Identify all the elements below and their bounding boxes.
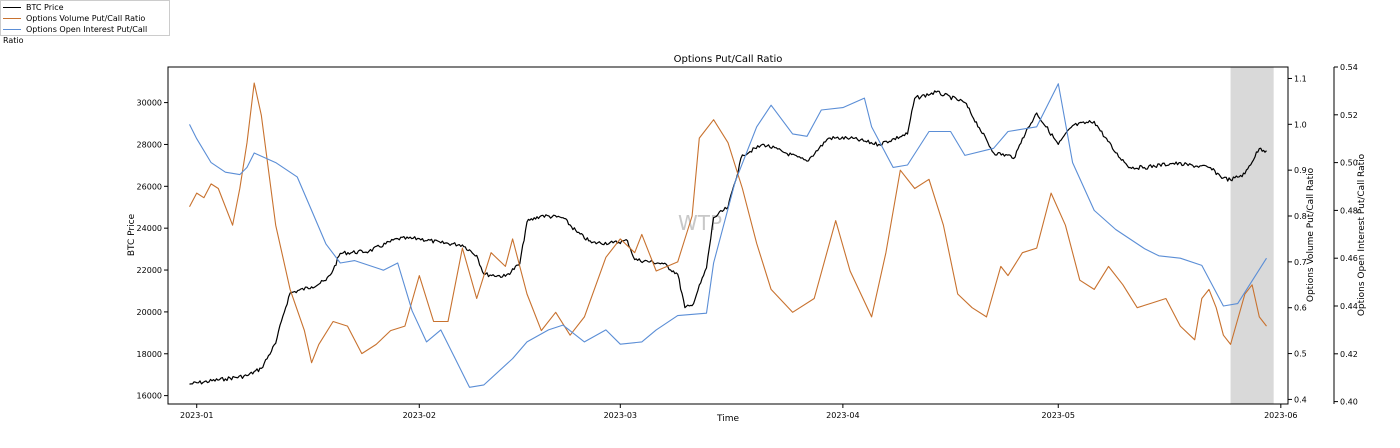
volume-tick-label: 0.5: [1294, 350, 1307, 359]
oi-tick-label: 0.48: [1340, 206, 1358, 215]
volume-tick-label: 1.0: [1294, 120, 1307, 129]
oi-tick-label: 0.54: [1340, 63, 1358, 72]
legend-label-oi: Options Open Interest Put/Call Ratio: [3, 25, 148, 45]
legend-swatch-volume: [3, 18, 21, 19]
x-tick-label: 2023-01: [180, 411, 213, 420]
oi-tick-label: 0.46: [1340, 254, 1358, 263]
btc-tick-label: 18000: [137, 350, 162, 359]
oi-tick-label: 0.40: [1340, 398, 1358, 407]
legend-label-volume: Options Volume Put/Call Ratio: [26, 14, 146, 23]
btc-tick-label: 26000: [137, 182, 162, 191]
btc-tick-label: 16000: [137, 392, 162, 401]
oi-axis-label: Options Open Interest Put/Call Ratio: [1357, 153, 1367, 316]
oi-tick-label: 0.50: [1340, 159, 1358, 168]
legend-item-oi-ratio: Options Open Interest Put/Call Ratio: [3, 24, 169, 45]
btc-axis-label: BTC Price: [127, 213, 137, 256]
plot-frame: [167, 66, 1289, 405]
oi-tick-label: 0.42: [1340, 350, 1358, 359]
series-line-btc: [189, 90, 1267, 385]
volume-tick-label: 0.8: [1294, 212, 1307, 221]
shaded-region: [1230, 67, 1274, 404]
legend-item-volume-ratio: Options Volume Put/Call Ratio: [3, 13, 145, 24]
legend-swatch-oi: [3, 29, 21, 30]
volume-tick-label: 1.1: [1294, 74, 1307, 83]
legend-label-btc: BTC Price: [26, 3, 64, 12]
series-line-volume: [189, 82, 1267, 364]
volume-tick-label: 0.7: [1294, 258, 1307, 267]
btc-tick-label: 20000: [137, 308, 162, 317]
legend-item-btc-price: BTC Price: [3, 2, 64, 13]
x-tick-label: 2023-03: [604, 411, 637, 420]
x-tick-label: 2023-06: [1264, 411, 1297, 420]
x-tick-label: 2023-05: [1042, 411, 1075, 420]
x-axis-label: Time: [716, 414, 739, 424]
volume-tick-label: 0.4: [1294, 395, 1307, 404]
oi-tick-label: 0.44: [1340, 302, 1358, 311]
btc-tick-label: 30000: [137, 99, 162, 108]
btc-tick-label: 28000: [137, 140, 162, 149]
legend: BTC Price Options Volume Put/Call Ratio …: [0, 0, 170, 45]
series-line-oi: [189, 83, 1267, 388]
x-tick-label: 2023-02: [403, 411, 436, 420]
watermark: WTP: [678, 211, 722, 235]
oi-tick-label: 0.52: [1340, 111, 1358, 120]
x-tick-label: 2023-04: [826, 411, 859, 420]
btc-tick-label: 24000: [137, 224, 162, 233]
volume-tick-label: 0.6: [1294, 304, 1307, 313]
chart-title: Options Put/Call Ratio: [674, 54, 783, 65]
btc-tick-label: 22000: [137, 266, 162, 275]
volume-axis-label: Options Volume Put/Call Ratio: [1306, 167, 1316, 302]
volume-tick-label: 0.9: [1294, 166, 1307, 175]
legend-swatch-btc: [3, 7, 21, 8]
